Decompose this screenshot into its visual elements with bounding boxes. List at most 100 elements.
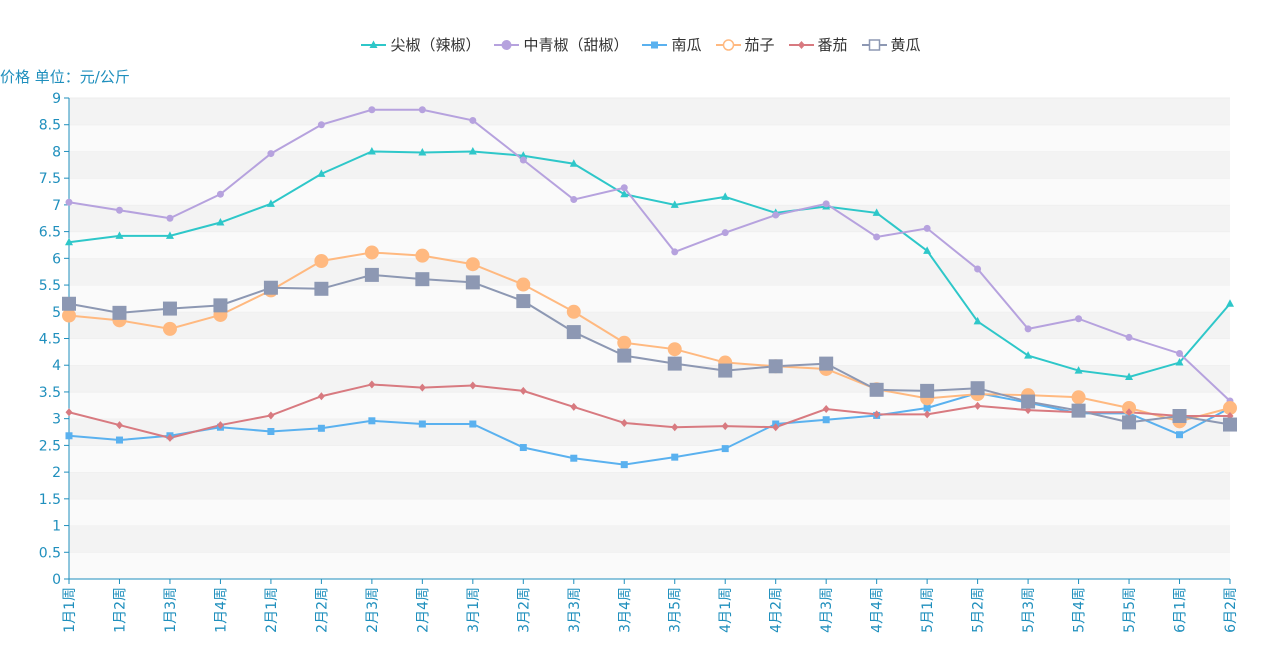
y-tick-label: 1 (52, 519, 61, 535)
data-point-s5-10 (566, 325, 581, 340)
legend-item[interactable]: 黄瓜 (861, 34, 921, 55)
legend-swatch-icon (788, 40, 814, 49)
y-tick-label: 4 (52, 358, 61, 374)
data-point-s0-3 (216, 218, 225, 226)
data-point-s2-9 (519, 444, 527, 452)
data-point-s1-3 (216, 190, 224, 198)
grid-band (69, 285, 1230, 312)
data-point-s4-2 (166, 433, 174, 442)
x-tick-label: 3月1周 (466, 587, 482, 633)
data-point-s5-17 (920, 383, 935, 398)
data-point-s5-11 (617, 348, 632, 363)
data-point-s0-7 (418, 148, 427, 156)
x-tick-label: 6月2周 (1223, 587, 1239, 633)
x-tick-label: 5月3周 (1021, 587, 1037, 633)
y-tick-label: 1.5 (39, 492, 61, 508)
y-tick-label: 3.5 (39, 385, 61, 401)
data-point-s5-9 (516, 294, 531, 309)
legend-item[interactable]: 中青椒（甜椒） (494, 34, 628, 55)
data-point-s5-1 (112, 305, 127, 320)
data-point-s4-14 (772, 423, 780, 432)
data-point-s5-7 (415, 272, 430, 287)
grid-band (69, 472, 1230, 499)
data-point-s0-10 (569, 159, 578, 167)
y-tick-label: 0 (52, 572, 61, 588)
data-point-s3-9 (516, 277, 531, 292)
series-line-3 (68, 251, 1231, 423)
data-point-s0-1 (115, 231, 124, 239)
data-point-s2-0 (65, 432, 73, 440)
x-tick-label: 5月1周 (920, 587, 936, 633)
legend-item[interactable]: 番茄 (788, 34, 848, 55)
data-point-s3-5 (314, 254, 329, 269)
data-point-s4-0 (65, 408, 73, 417)
data-point-s2-11 (620, 461, 628, 469)
data-point-s4-8 (469, 381, 477, 390)
y-tick-label: 6.5 (39, 225, 61, 241)
x-tick-label: 1月2周 (112, 587, 128, 633)
grid-band (69, 552, 1230, 579)
grid-band (69, 258, 1230, 286)
data-point-s5-8 (465, 275, 480, 290)
y-tick-label: 7.5 (39, 171, 61, 187)
y-axis-label: 价格 单位：元/公斤 (0, 68, 130, 86)
data-point-s0-20 (1074, 366, 1083, 374)
x-tick-label: 1月3周 (163, 587, 179, 633)
legend-label: 尖椒（辣椒） (390, 36, 481, 54)
data-point-s4-13 (721, 422, 729, 431)
data-point-s3-2 (162, 321, 177, 336)
legend-swatch-icon (361, 40, 387, 48)
y-tick-label: 5.5 (39, 278, 61, 294)
data-point-s0-5 (317, 169, 326, 177)
data-point-s3-8 (465, 257, 480, 272)
data-point-s5-19 (1021, 394, 1036, 409)
data-point-s1-19 (1024, 325, 1032, 333)
data-point-s2-10 (570, 454, 578, 462)
y-tick-label: 8 (52, 144, 61, 160)
data-point-s0-8 (468, 146, 477, 155)
x-tick-label: 3月2周 (516, 587, 532, 633)
legend: 尖椒（辣椒） 中青椒（甜椒） 南瓜 茄子 番茄 黄瓜 (0, 34, 1282, 55)
grid-band (69, 338, 1230, 366)
data-point-s1-20 (1075, 315, 1083, 323)
data-point-s0-18 (973, 316, 982, 325)
legend-label: 南瓜 (671, 36, 702, 54)
data-point-s0-4 (266, 199, 275, 207)
data-point-s2-6 (368, 417, 376, 425)
data-point-s0-22 (1175, 358, 1184, 366)
legend-item[interactable]: 南瓜 (642, 34, 702, 55)
data-point-s5-21 (1122, 415, 1137, 430)
legend-label: 番茄 (817, 36, 848, 54)
series-line-0 (68, 150, 1231, 378)
data-point-s4-12 (671, 423, 679, 432)
legend-swatch-icon (715, 38, 741, 51)
data-point-s0-11 (620, 189, 629, 198)
data-point-s5-6 (364, 267, 379, 282)
data-point-s4-3 (216, 421, 224, 430)
data-point-s2-13 (721, 445, 729, 453)
series-line-4 (68, 383, 1230, 439)
x-tick-label: 5月5周 (1122, 587, 1138, 633)
x-tick-label: 3月4周 (617, 587, 633, 633)
data-point-s5-20 (1071, 403, 1086, 418)
data-point-s3-7 (415, 248, 430, 263)
x-tick-label: 2月2周 (314, 587, 330, 633)
x-tick-label: 2月3周 (365, 587, 381, 633)
data-point-s2-1 (115, 436, 123, 444)
x-tick-label: 5月2周 (971, 587, 987, 633)
data-point-s1-14 (772, 211, 780, 219)
data-point-s4-11 (620, 418, 628, 427)
data-point-s1-2 (166, 214, 174, 222)
data-point-s2-5 (317, 424, 325, 432)
legend-item[interactable]: 茄子 (715, 34, 775, 55)
data-point-s4-4 (267, 411, 275, 420)
data-point-s1-22 (1176, 349, 1184, 357)
legend-swatch-icon (642, 41, 668, 48)
data-point-s3-0 (62, 308, 76, 323)
data-point-s0-2 (165, 231, 174, 239)
y-tick-label: 3 (52, 412, 61, 428)
data-point-s0-13 (721, 192, 730, 200)
legend-item[interactable]: 尖椒（辣椒） (361, 34, 480, 55)
data-point-s0-9 (519, 151, 528, 159)
